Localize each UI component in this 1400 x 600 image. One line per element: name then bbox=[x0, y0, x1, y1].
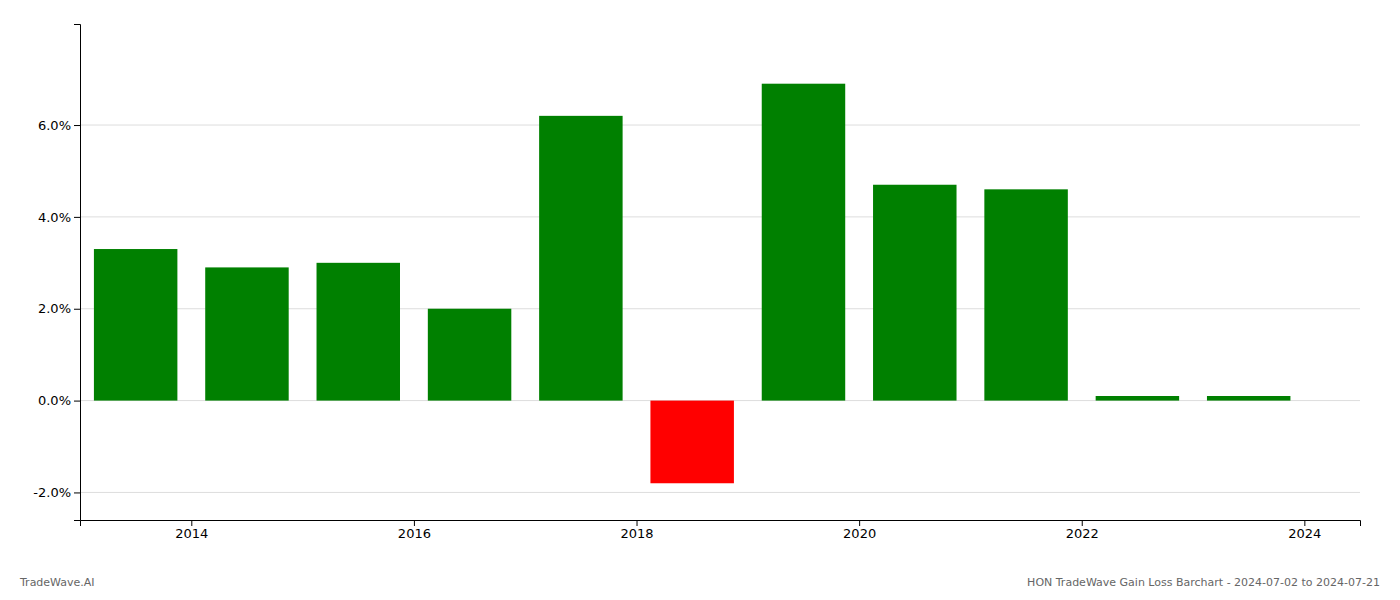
bar bbox=[1096, 396, 1179, 401]
y-tick-label: 2.0% bbox=[38, 301, 71, 316]
bar bbox=[539, 116, 622, 401]
y-tick-label: -2.0% bbox=[33, 485, 71, 500]
bar bbox=[94, 249, 177, 401]
bar bbox=[984, 189, 1067, 400]
x-tick-label: 2018 bbox=[620, 526, 653, 541]
plot: -2.0% 0.0% 2.0% 4.0% 6.0% 2014 2016 2018 2020 202… bbox=[33, 25, 1360, 542]
x-tick-label: 2014 bbox=[175, 526, 208, 541]
y-tick-mark bbox=[74, 125, 80, 126]
x-tick: 2020 bbox=[843, 520, 876, 541]
y-tick-mark bbox=[74, 309, 80, 310]
bar bbox=[873, 185, 956, 401]
y-tick: 0.0% bbox=[38, 393, 80, 408]
bars bbox=[94, 84, 1291, 484]
x-tick-mark bbox=[1082, 520, 1083, 526]
x-tick: 2024 bbox=[1288, 520, 1321, 541]
chart: -2.0% 0.0% 2.0% 4.0% 6.0% 2014 2016 2018 2020 202… bbox=[0, 0, 1400, 600]
x-tick-label: 2020 bbox=[843, 526, 876, 541]
grid bbox=[80, 125, 1360, 492]
x-axis: 2014 2016 2018 2020 2022 2024 bbox=[81, 520, 1361, 541]
bar bbox=[1207, 396, 1290, 401]
x-tick-label: 2024 bbox=[1288, 526, 1321, 541]
bar bbox=[205, 267, 288, 400]
x-tick-mark bbox=[859, 520, 860, 526]
y-tick: 6.0% bbox=[38, 118, 80, 133]
y-tick-label: 0.0% bbox=[38, 393, 71, 408]
bar bbox=[650, 401, 733, 484]
x-tick-label: 2016 bbox=[398, 526, 431, 541]
y-tick: -2.0% bbox=[33, 485, 80, 500]
x-tick: 2022 bbox=[1066, 520, 1099, 541]
x-tick: 2014 bbox=[175, 520, 208, 541]
x-tick-label: 2022 bbox=[1066, 526, 1099, 541]
footer-text: TradeWave.AI bbox=[19, 576, 95, 589]
footer-text: HON TradeWave Gain Loss Barchart - 2024-… bbox=[1027, 576, 1380, 589]
x-axis-line bbox=[81, 521, 1361, 527]
grid-line bbox=[80, 125, 1360, 126]
y-tick: 2.0% bbox=[38, 301, 80, 316]
y-tick-mark bbox=[74, 401, 80, 402]
y-tick-label: 4.0% bbox=[38, 210, 71, 225]
x-tick-mark bbox=[414, 520, 415, 526]
x-tick-mark bbox=[1304, 520, 1305, 526]
y-axis: -2.0% 0.0% 2.0% 4.0% 6.0% bbox=[33, 25, 80, 521]
x-tick: 2016 bbox=[398, 520, 431, 541]
y-axis-line bbox=[74, 25, 81, 521]
y-tick-mark bbox=[74, 492, 80, 493]
x-tick-mark bbox=[191, 520, 192, 526]
bar bbox=[428, 309, 511, 401]
grid-line bbox=[80, 492, 1360, 493]
x-tick: 2018 bbox=[620, 520, 653, 541]
y-tick: 4.0% bbox=[38, 210, 80, 225]
grid-line bbox=[80, 216, 1360, 217]
bar bbox=[762, 84, 845, 401]
x-tick-mark bbox=[637, 520, 638, 526]
bar bbox=[317, 263, 400, 401]
y-tick-label: 6.0% bbox=[38, 118, 71, 133]
y-tick-mark bbox=[74, 217, 80, 218]
